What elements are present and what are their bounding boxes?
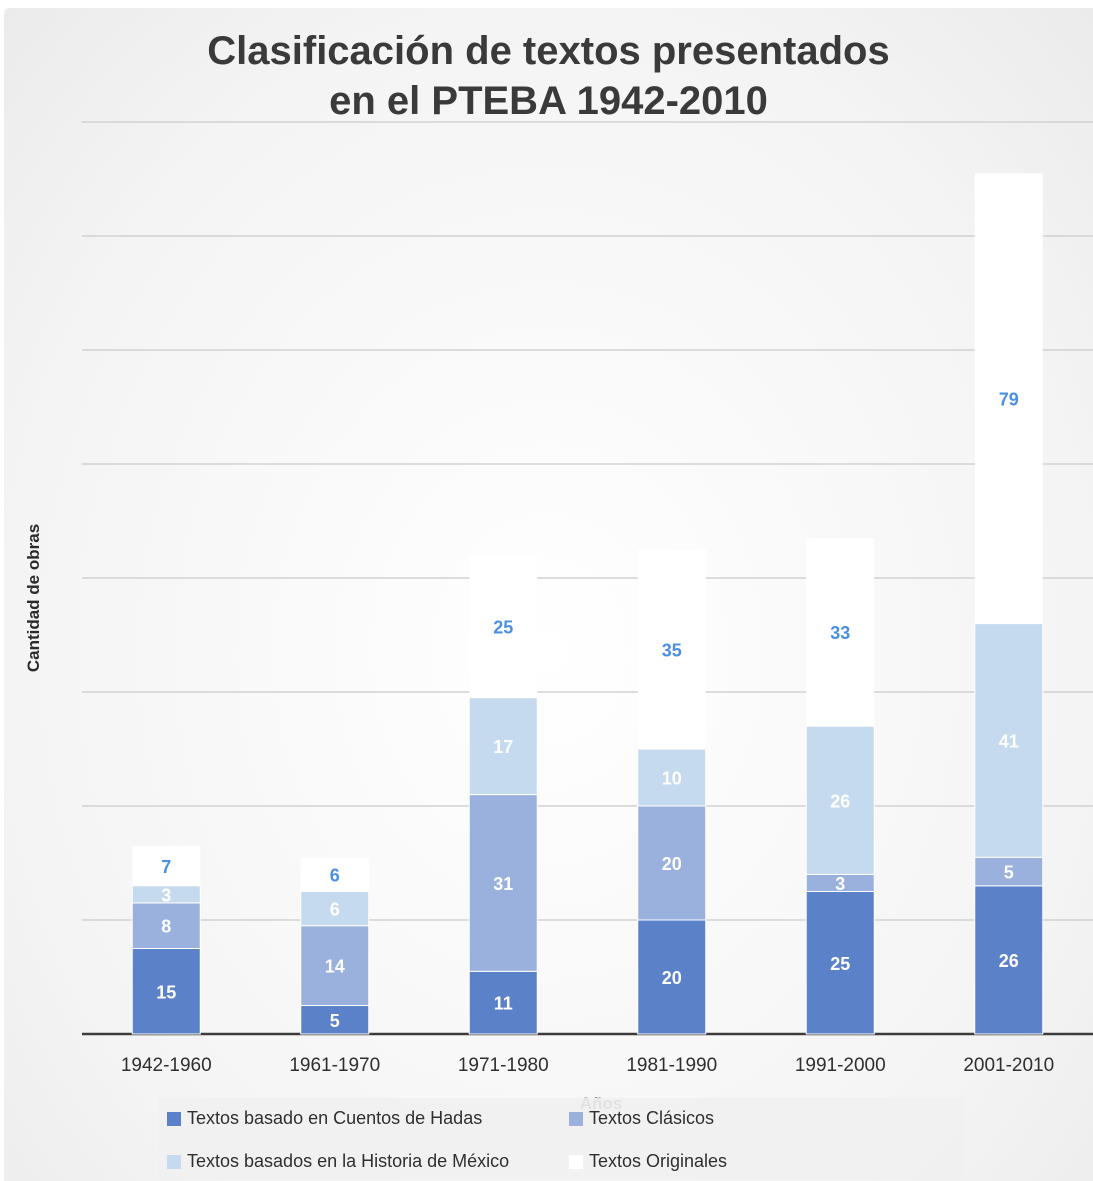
data-label: 5 [1004,863,1014,883]
bar-segment [637,748,707,807]
data-label: 20 [662,854,682,874]
data-label: 15 [156,982,176,1002]
data-label: 8 [161,917,171,937]
bar-segment [131,902,201,950]
legend-swatch [569,1154,583,1169]
bar-segment [132,845,201,886]
legend-item: Textos Clásicos [569,1108,714,1129]
bar-segment [974,623,1044,858]
legend: Textos basado en Cuentos de Hadas Textos … [159,1098,964,1180]
bar-segment [805,891,875,1035]
data-label: 26 [999,951,1019,971]
data-label: 41 [999,731,1019,751]
legend-label: Textos Originales [589,1151,728,1171]
data-label: 6 [330,865,340,885]
data-label: 7 [161,857,171,877]
data-label: 25 [493,617,513,637]
bar-segment [468,794,538,972]
legend-item: Textos Originales [569,1151,727,1172]
bar-segment [974,885,1044,1035]
data-label: 35 [662,640,682,660]
y-axis-label: Cantidad de obras [24,523,43,673]
data-label: 10 [662,769,682,789]
bar-segment [469,555,538,698]
chart-title: Clasificación de textos presentados en e… [207,29,890,123]
data-label: 79 [999,389,1019,409]
x-tick-label: 1991-2000 [795,1055,886,1076]
chart-plot: 15 8 3 7 5 14 6 6 11 31 17 25 20 20 10 35 25 3 26 33 26 5 41 79… [82,121,1093,1076]
legend-swatch [167,1111,181,1126]
data-label: 11 [494,994,513,1014]
legend-label: Textos basado en Cuentos de Hadas [187,1108,483,1128]
data-label: 14 [325,957,345,977]
bar-segment [974,173,1043,624]
bar-segment [637,919,707,1035]
bar-segment [805,725,875,875]
data-label: 3 [161,885,171,905]
data-label: 25 [830,954,850,974]
legend-item: Textos basado en Cuentos de Hadas [167,1108,482,1129]
data-label: 20 [662,968,682,988]
legend-swatch [569,1111,583,1126]
bar-segment [637,805,707,921]
x-tick-label: 1942-1960 [121,1055,212,1076]
bar-segment [300,857,369,892]
bar-segment [131,948,201,1035]
data-label: 17 [493,737,513,757]
legend-label: Textos basados en la Historia de México [187,1151,510,1171]
legend-item: Textos basados en la Historia de México [167,1151,509,1172]
data-label: 26 [830,791,850,811]
data-label: 6 [330,900,340,920]
legend-swatch [167,1154,181,1169]
chart-card: Clasificación de textos presentados en e… [4,8,1093,1181]
bars: 15 8 3 7 5 14 6 6 11 31 17 25 20 20 10 35 25 3 26 33 26 5 41 79 [131,173,1044,1035]
data-label: 33 [830,623,850,643]
data-label: 3 [835,874,845,894]
gridlines [82,121,1093,1036]
bar-segment [468,697,538,796]
x-tick-label: 2001-2010 [963,1055,1054,1076]
bar-segment [637,549,706,749]
legend-label: Textos Clásicos [589,1108,715,1128]
bar-segment [468,970,538,1035]
bar-segment [300,891,370,927]
x-tick-label: 1981-1990 [626,1055,717,1076]
x-tick-label: 1961-1970 [289,1055,380,1076]
x-tick-labels: 1942-1960 1961-1970 1971-1980 1981-1990 1991… [121,1055,1054,1076]
data-label: 5 [330,1011,340,1031]
data-label: 31 [493,874,513,894]
bar-segment [806,538,875,727]
x-tick-label: 1971-1980 [458,1055,549,1076]
